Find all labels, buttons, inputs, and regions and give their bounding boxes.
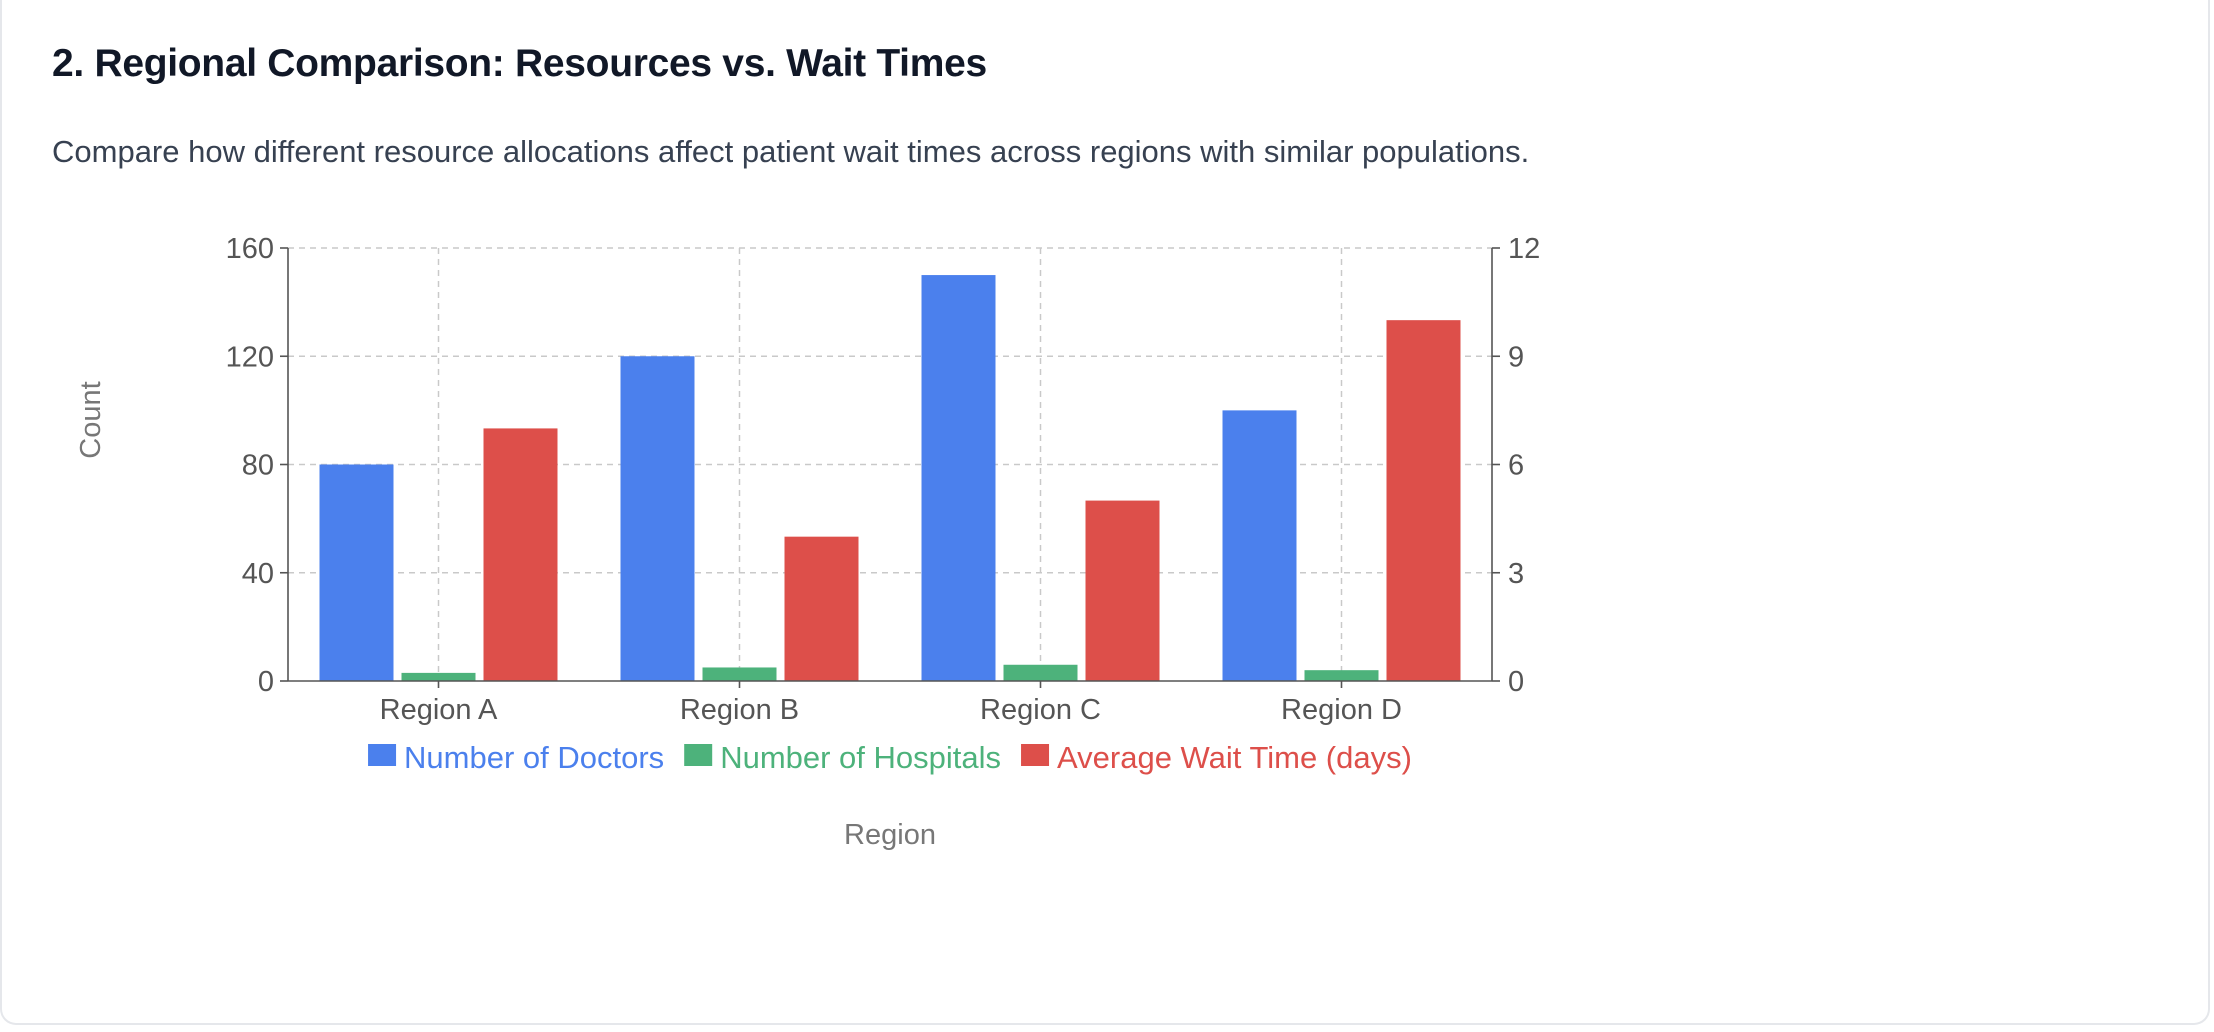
- legend-label-2[interactable]: Number of Hospitals: [720, 740, 1001, 775]
- y2-tick-label: 12: [1508, 233, 1540, 265]
- legend-swatch-2[interactable]: [684, 744, 713, 766]
- legend-swatch-3[interactable]: [1021, 744, 1050, 766]
- y2-tick-label: 0: [1508, 666, 1524, 698]
- bar-number-of-hospitals-3: [1003, 664, 1078, 681]
- section-title: 2. Regional Comparison: Resources vs. Wa…: [52, 42, 987, 85]
- x-tick-label: Region D: [1281, 694, 1402, 726]
- y-axis-title: Count: [75, 381, 107, 458]
- x-tick-label: Region A: [380, 694, 498, 726]
- bar-average-wait-time-days-3: [1085, 500, 1160, 681]
- y-tick-label: 120: [226, 341, 274, 373]
- bar-number-of-doctors-1: [319, 464, 394, 681]
- x-tick-label: Region B: [680, 694, 799, 726]
- bar-number-of-doctors-4: [1222, 410, 1297, 681]
- y-tick-label: 160: [226, 233, 274, 265]
- x-axis-title: Region: [844, 819, 936, 851]
- bar-number-of-doctors-3: [921, 275, 996, 681]
- legend-label-3[interactable]: Average Wait Time (days): [1057, 740, 1412, 775]
- y-tick-label: 80: [242, 450, 274, 482]
- bar-number-of-hospitals-4: [1304, 670, 1379, 681]
- legend-swatch-1[interactable]: [368, 744, 397, 766]
- y2-tick-label: 9: [1508, 341, 1524, 373]
- section-description: Compare how different resource allocatio…: [52, 134, 1530, 169]
- y2-tick-label: 6: [1508, 450, 1524, 482]
- bar-number-of-hospitals-2: [702, 667, 777, 681]
- bar-number-of-hospitals-1: [401, 672, 476, 681]
- bar-average-wait-time-days-1: [483, 428, 558, 681]
- y-tick-label: 40: [242, 558, 274, 590]
- legend-label-1[interactable]: Number of Doctors: [404, 740, 664, 775]
- x-tick-label: Region C: [980, 694, 1101, 726]
- y-tick-label: 0: [258, 666, 274, 698]
- bar-average-wait-time-days-2: [784, 536, 859, 681]
- bar-number-of-doctors-2: [620, 356, 695, 681]
- y2-tick-label: 3: [1508, 558, 1524, 590]
- bar-average-wait-time-days-4: [1386, 320, 1461, 681]
